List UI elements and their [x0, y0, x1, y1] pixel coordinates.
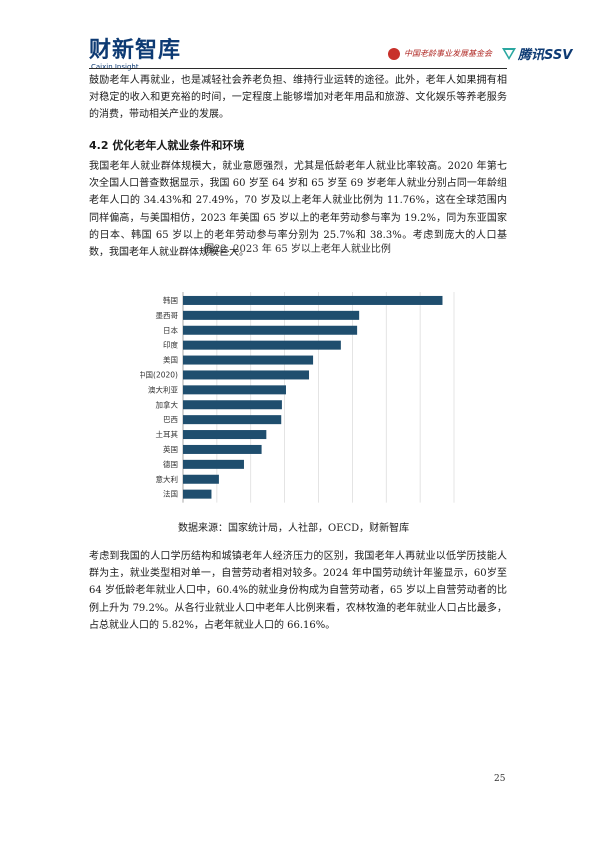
y-category-label: 中国(2020)	[140, 369, 178, 379]
partner-org-name: 中国老龄事业发展基金会	[404, 49, 492, 58]
figure-title: 图22. 2023 年 65 岁以上老年人就业比例	[204, 244, 391, 255]
page-header: 财新智库 Caixin Insight 中国老龄事业发展基金会 腾讯SSV	[0, 0, 595, 72]
y-category-label: 英国	[163, 444, 178, 454]
y-category-label: 德国	[163, 459, 178, 469]
partner-logos: 中国老龄事业发展基金会 腾讯SSV	[388, 44, 572, 63]
y-category-label: 巴西	[163, 415, 178, 424]
brand-subtitle: Caixin Insight	[91, 63, 139, 71]
bar	[183, 459, 244, 469]
bar	[183, 489, 212, 499]
y-category-label: 法国	[163, 489, 178, 499]
y-category-label: 加拿大	[156, 399, 179, 409]
paragraph-2: 我国老年人就业群体规模大，就业意愿强烈，尤其是低龄老年人就业比率较高。2020 …	[89, 161, 507, 259]
brand-name: 财新智库	[89, 38, 182, 63]
partner-brand: 腾讯SSV	[518, 48, 573, 63]
bar	[183, 325, 358, 335]
y-category-label: 澳大利亚	[148, 384, 178, 394]
bar	[183, 295, 443, 305]
bar	[183, 355, 314, 365]
y-category-label: 韩国	[163, 295, 178, 305]
bar	[183, 340, 341, 350]
bar	[183, 474, 219, 484]
tencent-ssv-icon	[502, 47, 516, 60]
section-heading: 4.2 优化老年人就业条件和环境	[89, 139, 245, 152]
foundation-seal-icon	[388, 47, 400, 60]
bar	[183, 444, 262, 454]
caixin-logo: 财新智库 Caixin Insight	[89, 38, 182, 72]
paragraph-1: 鼓励老年人再就业，也是减轻社会养老负担、维持行业运转的途径。此外，老年人如果拥有…	[89, 75, 507, 121]
y-category-label: 日本	[163, 325, 178, 335]
y-category-label: 墨西哥	[156, 311, 179, 320]
y-category-label: 美国	[163, 355, 178, 365]
y-category-label: 印度	[163, 340, 178, 350]
bar	[183, 400, 282, 410]
bar	[183, 385, 286, 395]
bar	[183, 370, 310, 380]
bar	[183, 430, 267, 440]
bar	[183, 415, 282, 425]
figure-source: 数据来源：国家统计局，人社部，OECD，财新智库	[178, 523, 410, 534]
y-category-label: 土耳其	[156, 429, 179, 439]
header-divider	[89, 68, 507, 69]
page-number: 25	[494, 774, 506, 784]
employment-ratio-bar-chart: 0%5%10%15%20%25%30%35%40%韩国墨西哥日本印度美国中国(2…	[140, 292, 462, 515]
y-category-label: 意大利	[156, 474, 179, 484]
paragraph-3: 考虑到我国的人口学历结构和城镇老年人经济压力的区别，我国老年人再就业以低学历技能…	[89, 551, 507, 631]
bar	[183, 310, 360, 320]
